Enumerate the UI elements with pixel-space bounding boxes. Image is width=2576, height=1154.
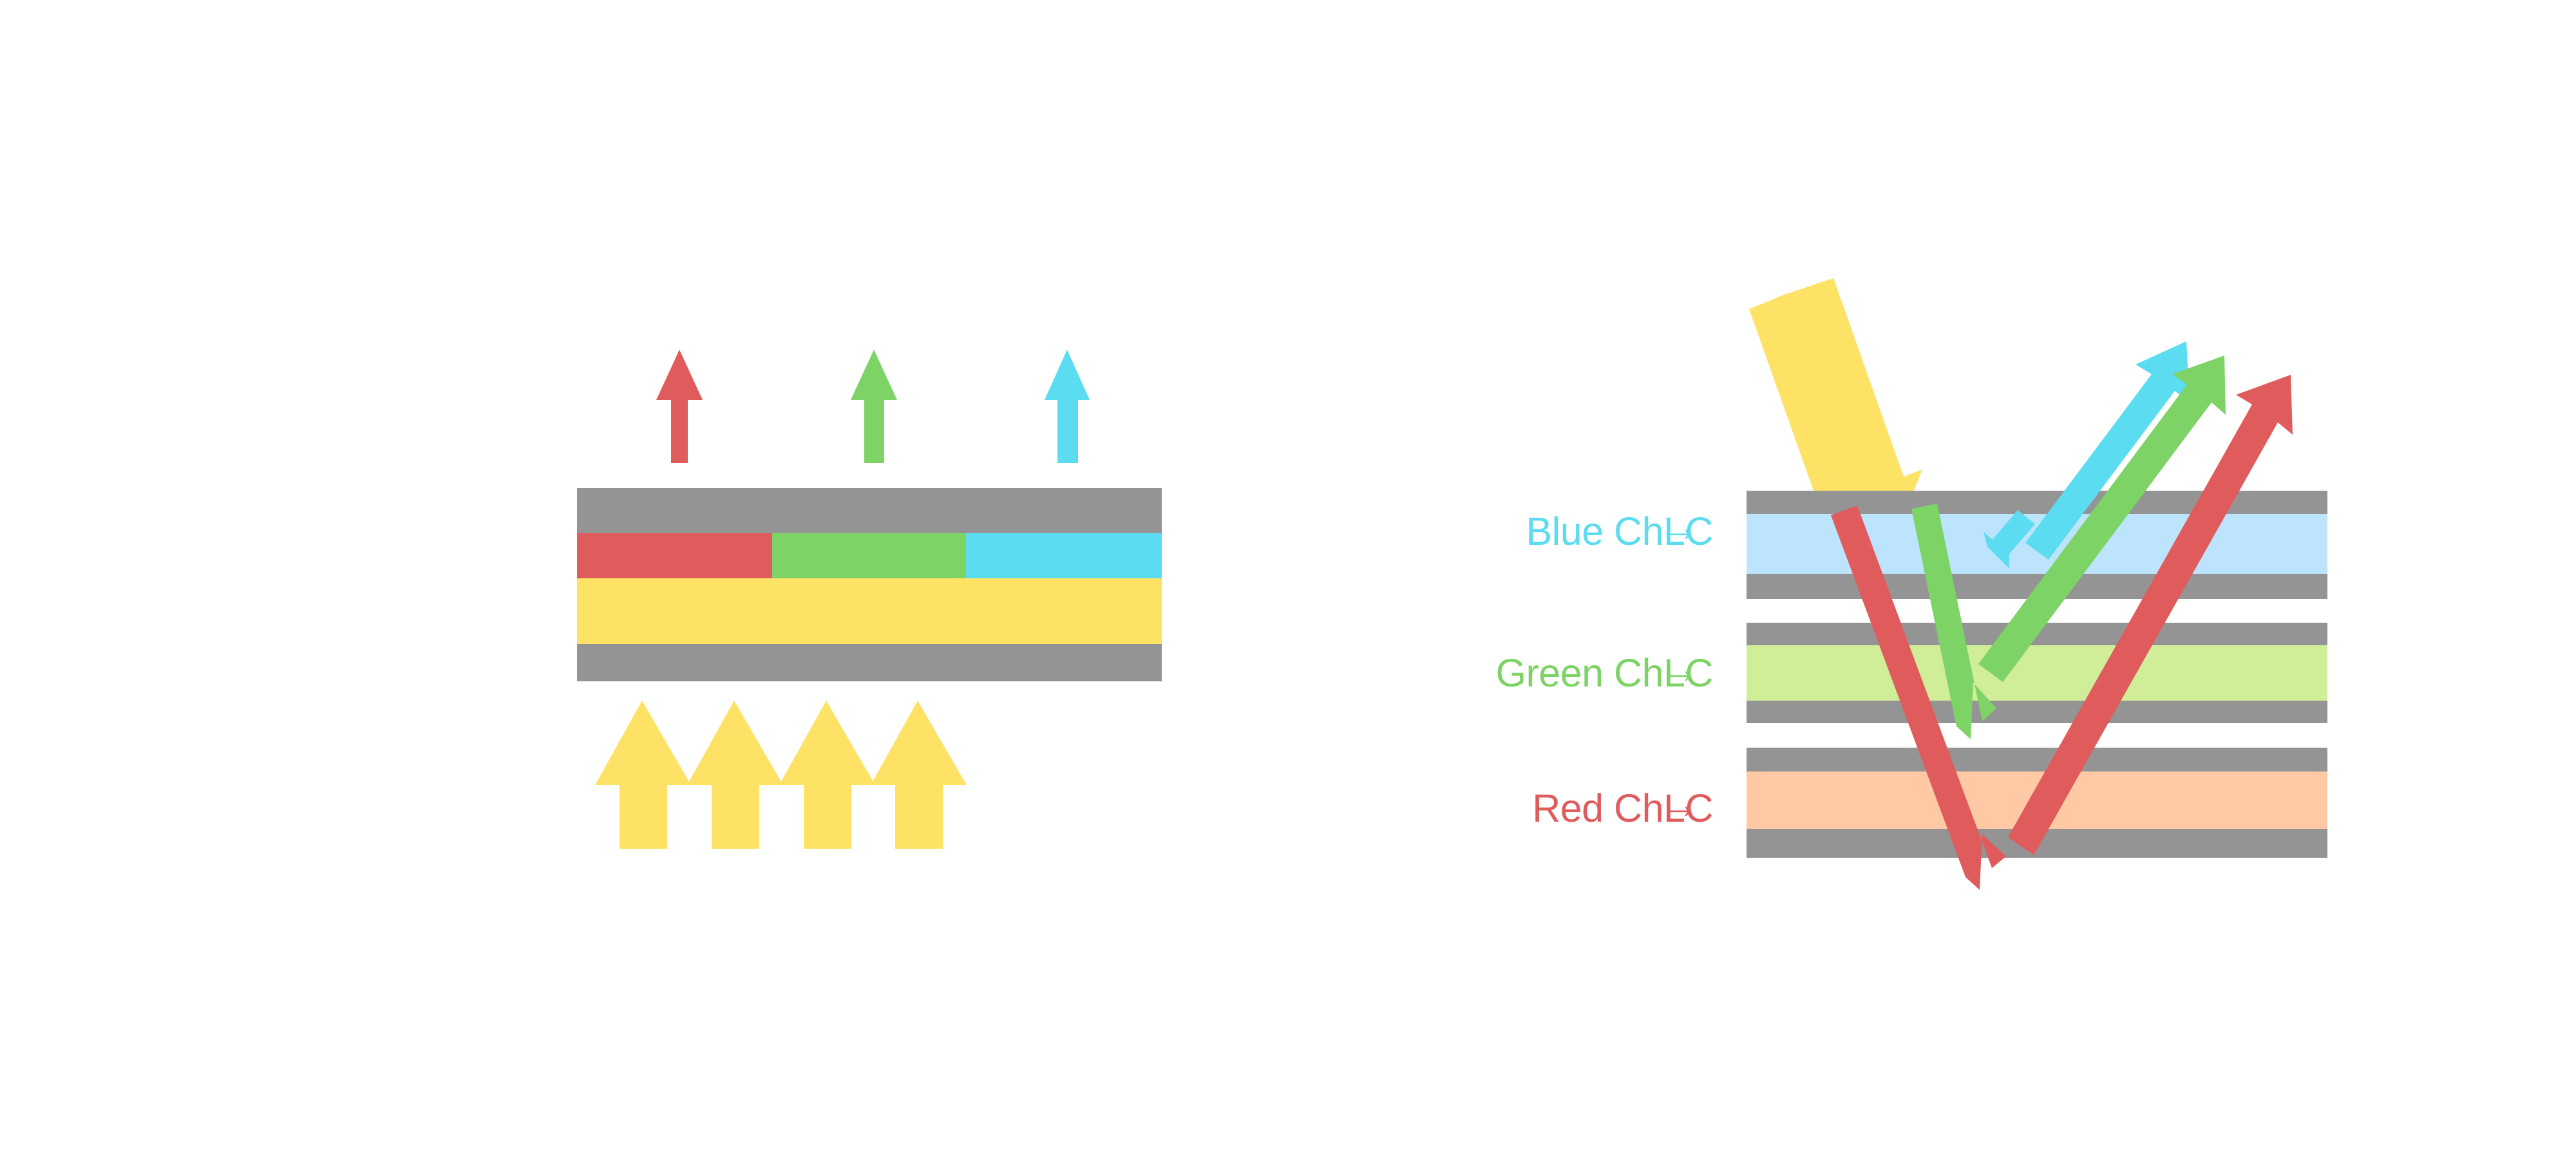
green-ray-out: [1978, 355, 2226, 682]
label-red-chlc-text: Red ChLC: [1532, 786, 1713, 830]
arrow-right-icon-blue: →: [1660, 506, 1700, 549]
label-red-chlc: Red ChLC: [1417, 786, 1713, 831]
green-cell-bottom-substrate: [1747, 701, 2327, 723]
label-blue-chlc: Blue ChLC: [1417, 509, 1714, 554]
emitted-green-arrow: [851, 350, 897, 463]
backlight-arrow-4: [871, 701, 967, 849]
left-top-electrode: [577, 488, 1162, 533]
arrow-right-icon-red: →: [1660, 782, 1700, 826]
backlight-arrow-3: [779, 701, 875, 849]
red-ray-out: [2008, 375, 2293, 855]
left-bottom-electrode: [577, 644, 1162, 681]
red-cell-top-substrate: [1747, 748, 2327, 771]
blue-ray-in: [1984, 510, 2035, 569]
label-green-chlc: Green ChLC: [1365, 650, 1714, 695]
blue-ray-out: [2025, 341, 2190, 560]
label-blue-chlc-arrow-wrap: →: [1660, 505, 1700, 550]
left-blue-filter: [966, 533, 1162, 578]
incident-light-arrow: [1749, 278, 1922, 555]
emitted-red-arrow: [656, 350, 703, 463]
left-red-filter: [577, 533, 772, 578]
blue-cell-top-substrate: [1747, 491, 2327, 514]
label-red-chlc-arrow-wrap: →: [1660, 782, 1700, 827]
red-ray-in: [1831, 506, 2006, 890]
left-yellow-backlight: [577, 578, 1162, 644]
left-green-filter: [772, 533, 966, 578]
label-green-chlc-text: Green ChLC: [1495, 651, 1714, 695]
label-blue-chlc-text: Blue ChLC: [1526, 509, 1714, 553]
green-ray-in: [1911, 504, 1996, 739]
green-chlc-layer: [1747, 645, 2327, 701]
arrow-right-icon-green: →: [1660, 647, 1700, 691]
label-green-chlc-arrow-wrap: →: [1660, 647, 1700, 692]
emitted-blue-arrow: [1045, 350, 1090, 463]
backlight-arrow-2: [687, 701, 783, 849]
backlight-arrow-1: [595, 701, 691, 849]
